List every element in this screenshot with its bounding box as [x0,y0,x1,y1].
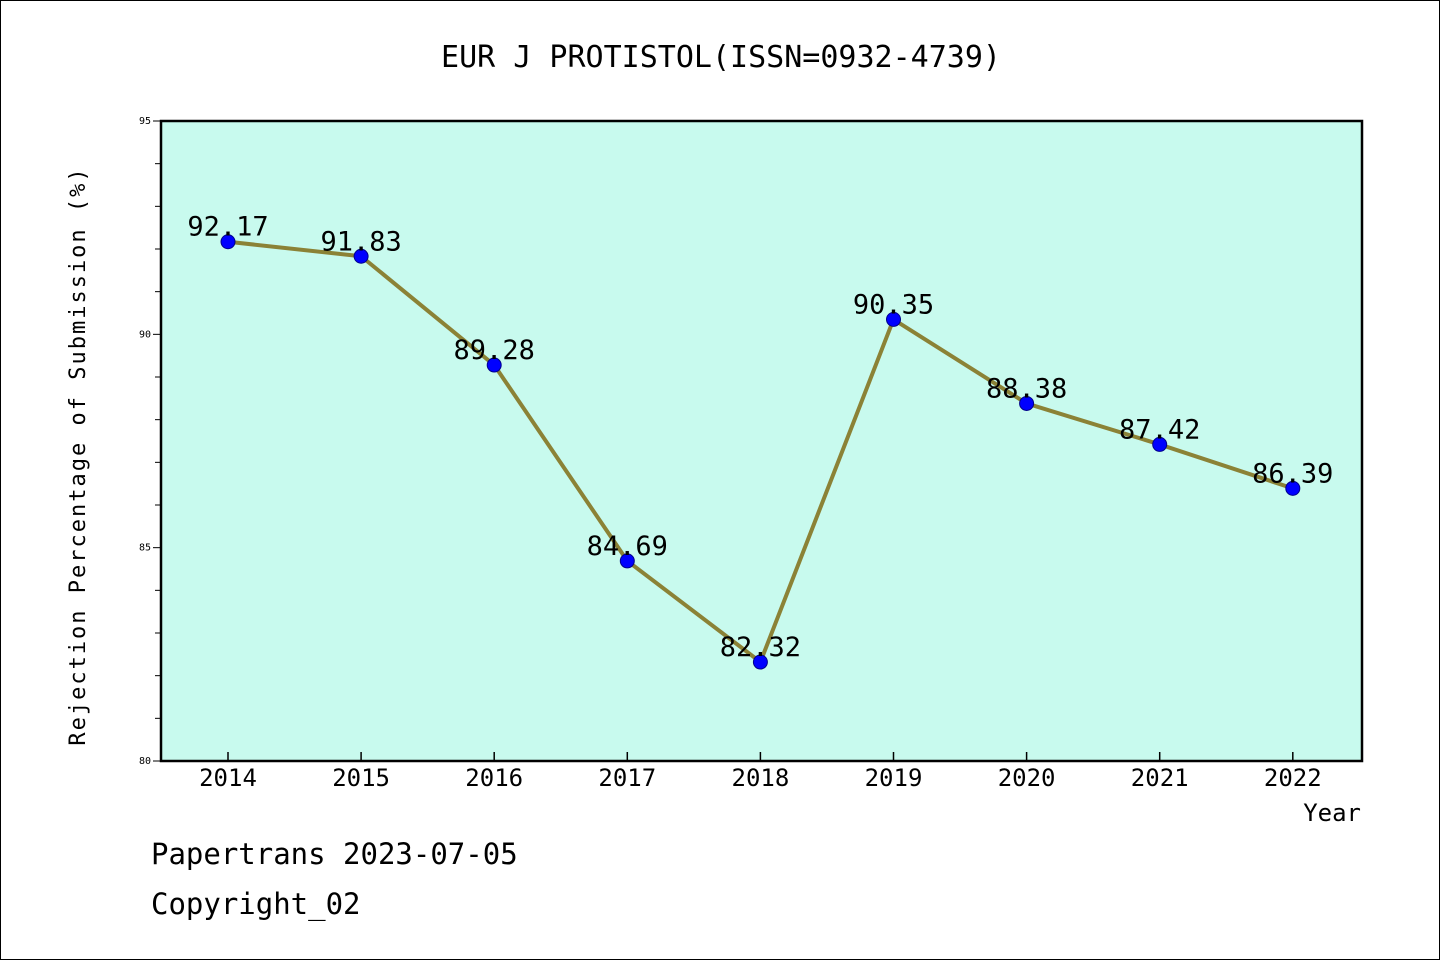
data-label: 87.42 [1119,414,1200,445]
x-tick-label: 2014 [199,764,257,792]
series-layer: 92.17 91.83 89.28 84.69 82.32 90.35 88.38 87.42… [187,212,1333,670]
chart-title: EUR J PROTISTOL(ISSN=0932-4739) [441,40,1001,75]
data-label: 86.39 [1252,458,1333,489]
data-label: 89.28 [454,335,535,366]
y-axis-label: Rejection Percentage of Submission (%) [66,166,91,745]
x-tick-label: 2020 [998,764,1056,792]
data-point [886,311,901,327]
data-label: 92.17 [187,212,268,243]
data-label: 88.38 [986,373,1067,404]
x-tick-label: 2022 [1264,764,1322,792]
data-point [486,357,502,373]
x-tick-label: 2021 [1131,764,1189,792]
data-point [752,654,768,670]
data-point [1019,395,1035,411]
x-axis: 2014 2015 2016 2017 2018 2019 2020 2021 2022 [199,752,1322,792]
data-label: 84.69 [587,531,668,562]
y-tick-label: 85 [139,543,151,554]
x-axis-label: Year [1303,799,1361,827]
data-label: 82.32 [720,632,801,663]
x-tick-label: 2016 [465,764,523,792]
x-tick-label: 2019 [865,764,923,792]
x-tick-label: 2015 [332,764,390,792]
data-point [1152,436,1168,452]
y-tick-label: 95 [139,116,151,127]
y-axis: 80 85 90 95 [139,116,161,767]
data-label: 90.35 [853,289,934,320]
x-tick-label: 2018 [732,764,790,792]
data-point [619,553,635,569]
y-tick-label: 90 [139,329,151,340]
footer-copyright: Copyright_02 [151,887,361,922]
data-point [220,234,236,250]
data-point [1285,480,1301,496]
x-tick-label: 2017 [598,764,656,792]
footer-date: Papertrans 2023-07-05 [151,837,518,871]
data-label: 91.83 [320,226,401,257]
y-tick-label: 80 [139,756,151,767]
data-point [353,248,369,264]
